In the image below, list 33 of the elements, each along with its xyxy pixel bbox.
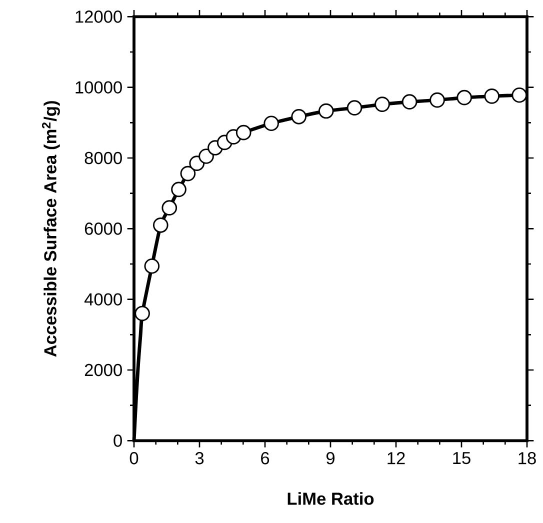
x-tick-label: 15 — [453, 452, 470, 464]
x-tick-label: 6 — [261, 452, 270, 464]
point — [374, 96, 390, 112]
point — [134, 306, 150, 322]
point — [402, 94, 418, 110]
point — [180, 166, 196, 182]
x-axis-title: LiMe Ratio — [288, 492, 374, 505]
point — [236, 124, 252, 140]
x-tick-label: 18 — [518, 452, 536, 464]
x-tick-label: 3 — [195, 452, 204, 464]
y-tick-label: 10000 — [76, 81, 122, 94]
y-tick-label: 2000 — [84, 364, 122, 376]
point — [484, 88, 500, 104]
y-tick-label: 8000 — [84, 152, 122, 164]
y-axis-title: Accessible Surface Area (m$^{2}$/g) — [42, 101, 60, 357]
y-tick-label: 12000 — [76, 10, 122, 23]
x-tick-label: 9 — [326, 452, 335, 464]
x-tick-label: 12 — [388, 452, 405, 464]
point — [171, 182, 186, 198]
y-tick-label: 6000 — [84, 222, 122, 235]
point — [144, 258, 160, 274]
point — [264, 116, 279, 132]
x-tick-label: 0 — [130, 452, 138, 464]
point — [162, 200, 178, 216]
point — [291, 109, 307, 124]
point — [152, 217, 168, 233]
point — [198, 148, 214, 164]
y-tick-label: 4000 — [84, 293, 122, 306]
y-tick-label: 0 — [114, 434, 122, 447]
point — [346, 100, 362, 116]
point — [430, 92, 445, 108]
point — [456, 90, 472, 106]
point — [318, 103, 334, 119]
